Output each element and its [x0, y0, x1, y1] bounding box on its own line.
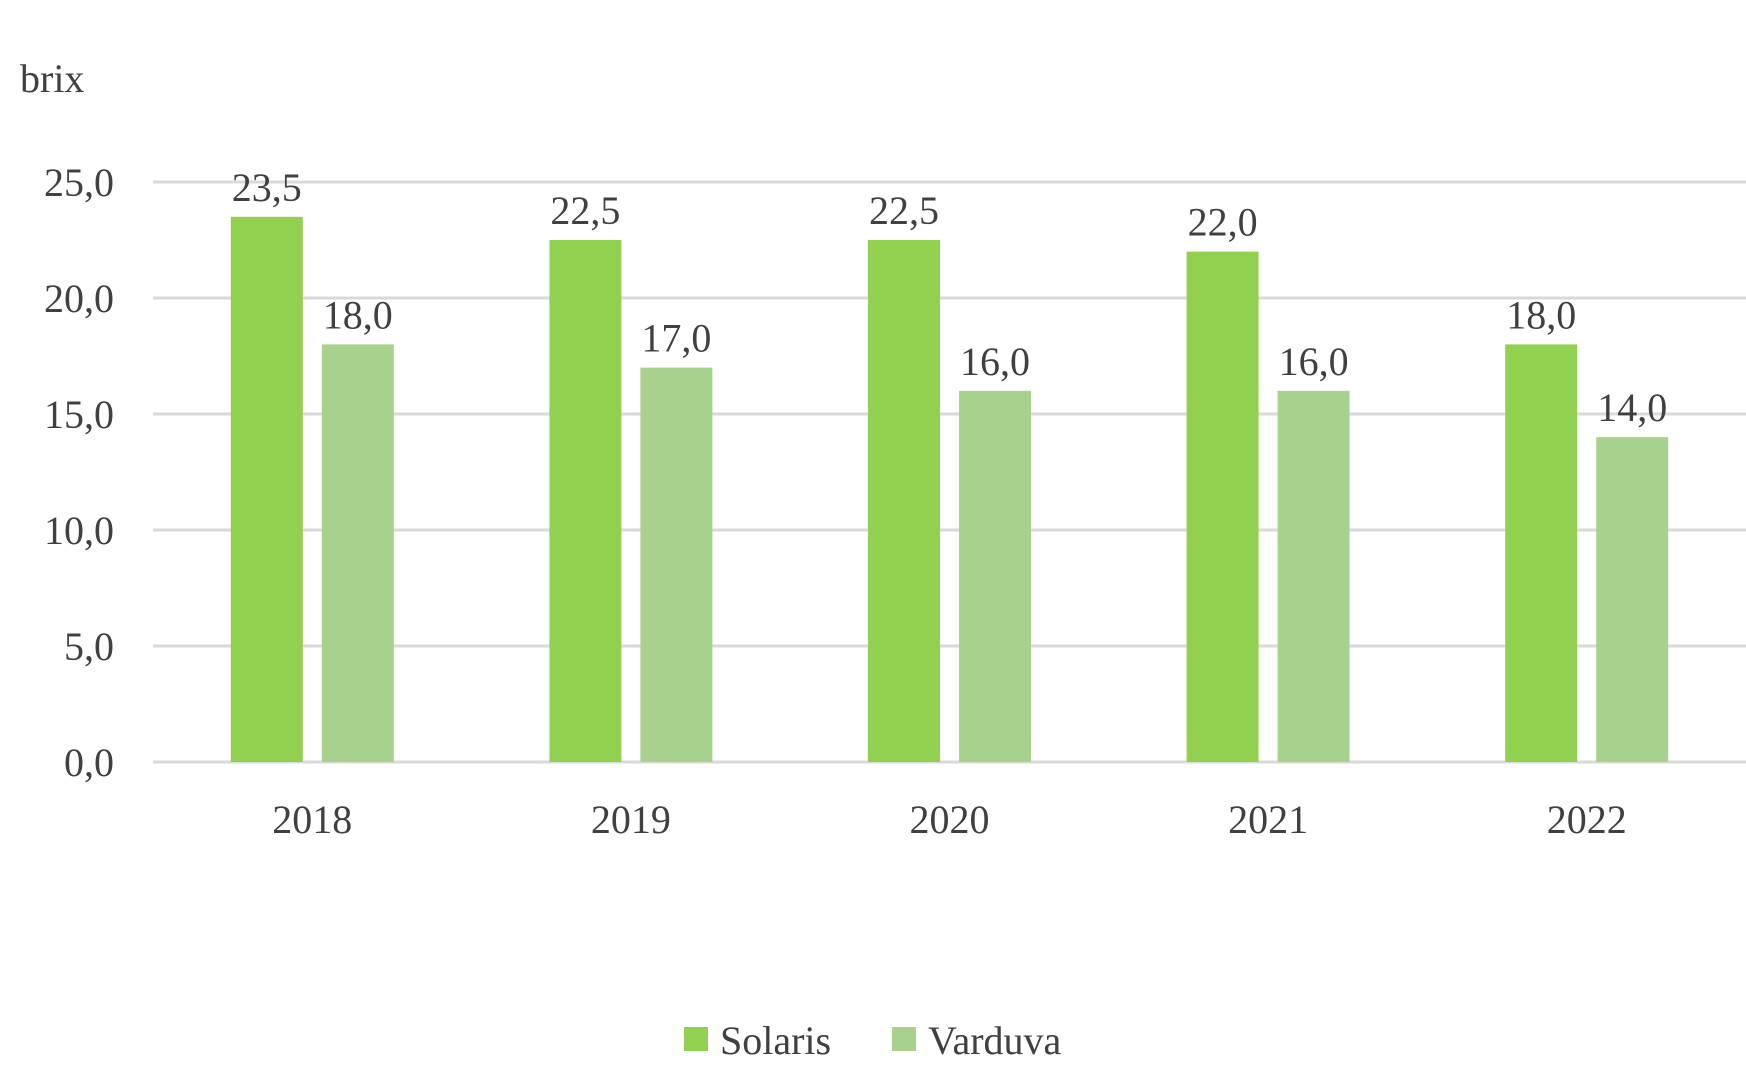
data-label: 22,0: [1188, 200, 1258, 245]
y-tick-label: 0,0: [64, 740, 114, 785]
y-tick-label: 20,0: [44, 276, 114, 321]
data-label: 16,0: [1279, 339, 1349, 384]
legend-swatch-varduva: [892, 1027, 916, 1051]
bar-varduva-2021: [1277, 390, 1350, 762]
legend: Solaris Varduva: [684, 1018, 1062, 1063]
x-tick-label: 2018: [272, 797, 352, 842]
gridlines: [153, 180, 1746, 764]
bar-varduva-2018: [321, 344, 394, 762]
data-label: 16,0: [960, 339, 1030, 384]
data-label: 23,5: [232, 165, 302, 210]
legend-swatch-solaris: [684, 1027, 708, 1051]
x-tick-label: 2020: [910, 797, 990, 842]
bar-varduva-2019: [640, 367, 713, 762]
bar-solaris-2020: [868, 240, 940, 762]
x-tick-label: 2022: [1547, 797, 1627, 842]
bar-solaris-2021: [1186, 251, 1259, 762]
bar-varduva-2020: [959, 390, 1031, 762]
data-label: 18,0: [1506, 292, 1576, 337]
y-tick-label: 25,0: [44, 160, 114, 205]
data-label: 22,5: [550, 188, 620, 233]
axes: brix 0,0 5,0 10,0 15,0 20,0 25,0 2018 2019 2020 2…: [20, 56, 1627, 842]
x-tick-label: 2019: [591, 797, 671, 842]
legend-label-solaris: Solaris: [720, 1018, 831, 1063]
y-tick-label: 10,0: [44, 508, 114, 553]
y-tick-label: 5,0: [64, 624, 114, 669]
bar-solaris-2019: [549, 240, 622, 762]
bar-solaris-2022: [1505, 344, 1578, 762]
data-label: 18,0: [323, 292, 393, 337]
data-label: 22,5: [869, 188, 939, 233]
data-label: 17,0: [641, 316, 711, 361]
data-label: 14,0: [1597, 385, 1667, 430]
y-tick-label: 15,0: [44, 392, 114, 437]
bar-varduva-2022: [1596, 437, 1669, 762]
x-tick-label: 2021: [1228, 797, 1308, 842]
bar-solaris-2018: [230, 216, 303, 763]
legend-label-varduva: Varduva: [928, 1018, 1062, 1063]
data-labels: 23,5 18,0 22,5 17,0 22,5 16,0 22,0 16,0 18,0 14,0: [232, 165, 1667, 430]
bars: [230, 216, 1669, 763]
y-axis-label: brix: [20, 56, 84, 101]
